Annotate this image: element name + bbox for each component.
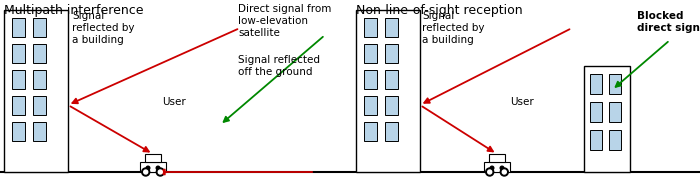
Circle shape: [486, 168, 493, 176]
Bar: [12, 96, 25, 115]
Bar: [4, 10, 68, 172]
Bar: [364, 96, 377, 115]
Bar: [364, 18, 377, 37]
Bar: [140, 162, 166, 172]
Circle shape: [500, 168, 508, 176]
Bar: [33, 44, 46, 63]
Bar: [590, 102, 602, 122]
Text: Direct signal from
low-elevation
satellite: Direct signal from low-elevation satelli…: [238, 4, 331, 38]
Bar: [356, 10, 420, 172]
Bar: [385, 44, 398, 63]
Text: Signal
reflected by
a building: Signal reflected by a building: [422, 11, 484, 45]
Bar: [33, 70, 46, 89]
Bar: [385, 96, 398, 115]
Text: Multipath interference: Multipath interference: [4, 4, 143, 17]
Bar: [33, 96, 46, 115]
Text: User: User: [510, 97, 533, 107]
Bar: [385, 122, 398, 141]
Text: Signal
reflected by
a building: Signal reflected by a building: [72, 11, 134, 45]
Text: User: User: [162, 97, 186, 107]
Bar: [609, 102, 621, 122]
Bar: [364, 44, 377, 63]
Bar: [584, 66, 630, 172]
Bar: [12, 18, 25, 37]
Circle shape: [488, 170, 491, 174]
Bar: [12, 70, 25, 89]
Circle shape: [146, 166, 150, 170]
Bar: [609, 74, 621, 94]
Bar: [12, 44, 25, 63]
Text: Non-line-of-sight reception: Non-line-of-sight reception: [356, 4, 523, 17]
Bar: [364, 122, 377, 141]
Circle shape: [144, 170, 148, 174]
Circle shape: [503, 170, 506, 174]
Circle shape: [158, 170, 162, 174]
Circle shape: [490, 166, 493, 170]
Bar: [33, 122, 46, 141]
Bar: [609, 130, 621, 150]
Bar: [489, 154, 505, 162]
Text: Blocked
direct signal: Blocked direct signal: [637, 11, 700, 33]
Bar: [12, 122, 25, 141]
Circle shape: [156, 166, 160, 170]
Circle shape: [500, 166, 504, 170]
Bar: [590, 130, 602, 150]
Bar: [385, 70, 398, 89]
Circle shape: [141, 168, 150, 176]
Bar: [484, 162, 510, 172]
Bar: [590, 74, 602, 94]
Bar: [33, 18, 46, 37]
Text: Signal reflected
off the ground: Signal reflected off the ground: [238, 55, 320, 77]
Bar: [146, 154, 160, 162]
Circle shape: [156, 168, 164, 176]
Bar: [364, 70, 377, 89]
Bar: [385, 18, 398, 37]
